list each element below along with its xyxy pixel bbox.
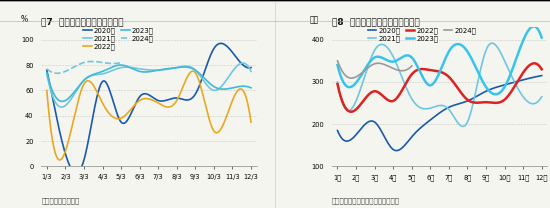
Y-axis label: %: % bbox=[20, 15, 28, 24]
Y-axis label: 千吨: 千吨 bbox=[310, 15, 320, 24]
Legend: 2020年, 2021年, 2022年, 2023年, 2024年: 2020年, 2021年, 2022年, 2023年, 2024年 bbox=[368, 28, 476, 42]
Text: 数据来源：卓创资讯: 数据来源：卓创资讯 bbox=[41, 197, 80, 204]
Text: 图8  中国涤纶长丝月度出口量变化: 图8 中国涤纶长丝月度出口量变化 bbox=[332, 17, 420, 26]
Text: 数据来源：中华人民共和国海关总署: 数据来源：中华人民共和国海关总署 bbox=[332, 197, 400, 204]
Text: 图7  中国涤纶长丝月度产量变化: 图7 中国涤纶长丝月度产量变化 bbox=[41, 17, 124, 26]
Legend: 2020年, 2021年, 2022年, 2023年, 2024年: 2020年, 2021年, 2022年, 2023年, 2024年 bbox=[84, 28, 154, 50]
